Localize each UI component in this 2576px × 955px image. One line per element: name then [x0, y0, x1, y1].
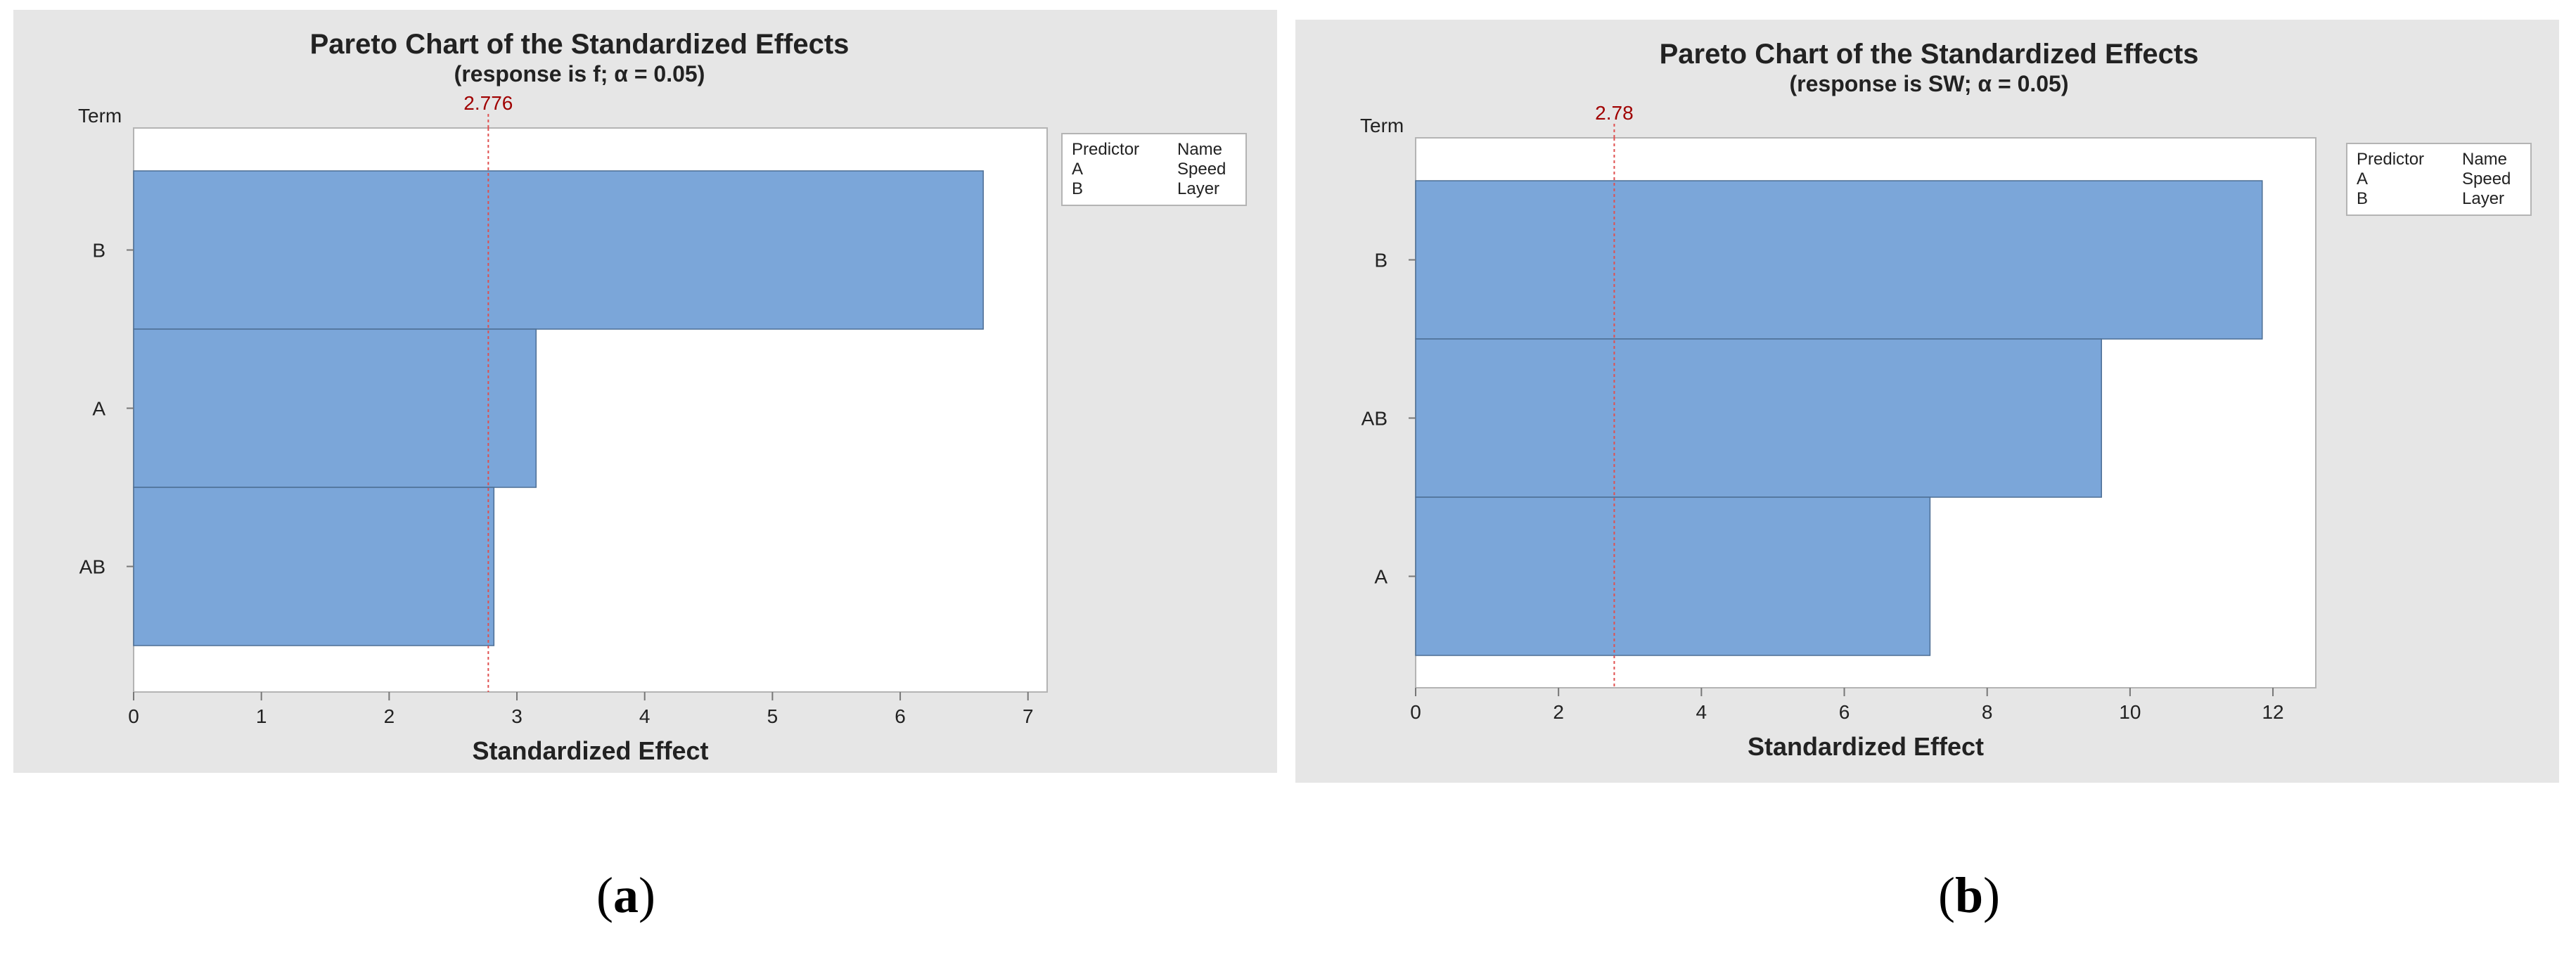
x-tick-label-0: 0 — [128, 705, 139, 727]
y-tick-label-a: A — [92, 398, 105, 420]
legend-name-speed: Speed — [1177, 160, 1226, 179]
x-tick-label-3: 3 — [511, 705, 523, 727]
legend-header-name: Name — [2462, 150, 2507, 169]
chart-subtitle: (response is f; α = 0.05) — [454, 61, 705, 86]
bar-b — [1415, 180, 2263, 340]
legend-header-predictor: Predictor — [2357, 150, 2424, 169]
bar-ab — [133, 487, 495, 646]
x-tick-label-2: 2 — [1553, 701, 1564, 723]
bar-ab — [1415, 338, 2102, 498]
legend-name-layer: Layer — [2462, 189, 2504, 208]
caption-b: (b) — [1938, 867, 2001, 923]
x-tick-label-4: 4 — [1696, 701, 1707, 723]
reference-line-label: 2.776 — [463, 92, 513, 114]
legend-predictor-b: B — [1072, 179, 1083, 198]
y-tick-label-ab: AB — [79, 556, 105, 578]
x-tick-label-5: 5 — [767, 705, 778, 727]
legend-header-predictor: Predictor — [1072, 140, 1139, 159]
bar-a — [133, 328, 537, 488]
legend-predictor-b: B — [2357, 189, 2368, 208]
y-axis-label: Term — [78, 105, 122, 127]
x-axis-label: Standardized Effect — [1748, 732, 1984, 761]
pareto-chart-b: Pareto Chart of the Standardized Effects… — [1360, 39, 2532, 761]
legend-box — [1061, 133, 1247, 206]
x-tick-label-0: 0 — [1410, 701, 1421, 723]
x-tick-label-4: 4 — [639, 705, 651, 727]
x-tick-label-6: 6 — [1839, 701, 1850, 723]
y-tick-label-b: B — [92, 240, 105, 262]
x-tick-label-7: 7 — [1023, 705, 1034, 727]
chart-title: Pareto Chart of the Standardized Effects — [310, 29, 850, 60]
chart-subtitle: (response is SW; α = 0.05) — [1790, 71, 2069, 96]
y-tick-label-b: B — [1374, 250, 1388, 271]
chart-title: Pareto Chart of the Standardized Effects — [1660, 39, 2199, 70]
pareto-chart-a: Pareto Chart of the Standardized Effects… — [78, 29, 1247, 765]
legend-predictor-a: A — [1072, 160, 1083, 179]
x-tick-label-2: 2 — [384, 705, 395, 727]
x-tick-label-8: 8 — [1982, 701, 1993, 723]
x-tick-label-6: 6 — [895, 705, 906, 727]
legend-header-name: Name — [1177, 140, 1222, 159]
legend-box — [2346, 143, 2532, 216]
bar-b — [133, 170, 984, 330]
bar-a — [1415, 496, 1931, 656]
x-axis-label: Standardized Effect — [472, 736, 708, 765]
y-tick-label-a: A — [1374, 566, 1388, 588]
y-tick-label-ab: AB — [1361, 408, 1388, 430]
legend-predictor-a: A — [2357, 169, 2368, 188]
reference-line-label: 2.78 — [1595, 102, 1634, 124]
chart-panel-a: Pareto Chart of the Standardized Effects… — [13, 10, 1277, 773]
legend-name-speed: Speed — [2462, 169, 2511, 188]
legend-name-layer: Layer — [1177, 179, 1219, 198]
y-axis-label: Term — [1360, 115, 1404, 136]
x-tick-label-10: 10 — [2119, 701, 2141, 723]
x-tick-label-1: 1 — [256, 705, 267, 727]
x-tick-label-12: 12 — [2262, 701, 2283, 723]
chart-panel-b: Pareto Chart of the Standardized Effects… — [1295, 20, 2559, 783]
caption-a: (a) — [596, 867, 655, 923]
